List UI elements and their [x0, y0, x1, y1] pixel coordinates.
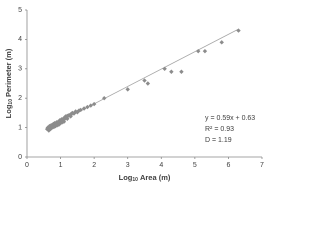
x-tick-label: 1	[59, 162, 63, 169]
point	[179, 69, 184, 74]
point	[219, 40, 224, 45]
y-tick-label: 4	[18, 36, 22, 43]
annotation: D = 1.19	[205, 137, 232, 144]
point	[68, 114, 73, 119]
x-tick-label: 5	[193, 162, 197, 169]
point	[65, 113, 70, 119]
x-tick-label: 2	[92, 162, 96, 169]
y-axis-label-part: Perimeter (m)	[4, 48, 13, 97]
y-axis-label: Log10 Perimeter (m)	[4, 48, 14, 118]
x-axis-label-part: Log	[119, 173, 133, 182]
point	[142, 78, 147, 83]
point	[196, 48, 201, 54]
point	[91, 101, 97, 107]
point	[49, 125, 55, 130]
y-tick-label: 5	[18, 7, 22, 14]
point	[102, 96, 107, 101]
x-tick-label: 7	[260, 162, 264, 169]
point	[236, 28, 241, 33]
point	[76, 108, 82, 113]
x-axis-label: Log10 Area (m)	[119, 173, 171, 183]
point	[48, 126, 53, 132]
point	[81, 106, 87, 111]
point	[70, 110, 75, 116]
x-axis-label-part: Area (m)	[140, 173, 171, 182]
x-tick-label: 4	[159, 162, 163, 169]
point	[75, 110, 80, 115]
point	[56, 120, 62, 125]
x-tick-label: 0	[25, 162, 29, 169]
x-axis-label-sub: 10	[132, 177, 138, 183]
point	[169, 69, 174, 74]
point	[55, 123, 60, 128]
y-axis-label-sub: 10	[8, 99, 14, 105]
point	[65, 116, 70, 121]
point	[61, 119, 67, 124]
point	[125, 87, 130, 92]
y-axis-label-part: Log	[4, 104, 13, 118]
point	[56, 122, 62, 127]
point	[202, 48, 208, 54]
y-tick-label: 1	[18, 124, 22, 131]
y-tick-label: 2	[18, 95, 22, 102]
point	[145, 81, 151, 86]
point	[162, 66, 167, 71]
point	[58, 120, 63, 126]
y-tick-label: 0	[18, 154, 22, 161]
point	[85, 104, 90, 110]
point	[88, 103, 93, 108]
y-tick-label: 3	[18, 66, 22, 73]
annotation: R² = 0.93	[205, 126, 234, 133]
x-tick-label: 6	[226, 162, 230, 169]
point	[78, 107, 83, 113]
x-tick-label: 3	[126, 162, 130, 169]
annotation: y = 0.59x + 0.63	[205, 115, 255, 122]
